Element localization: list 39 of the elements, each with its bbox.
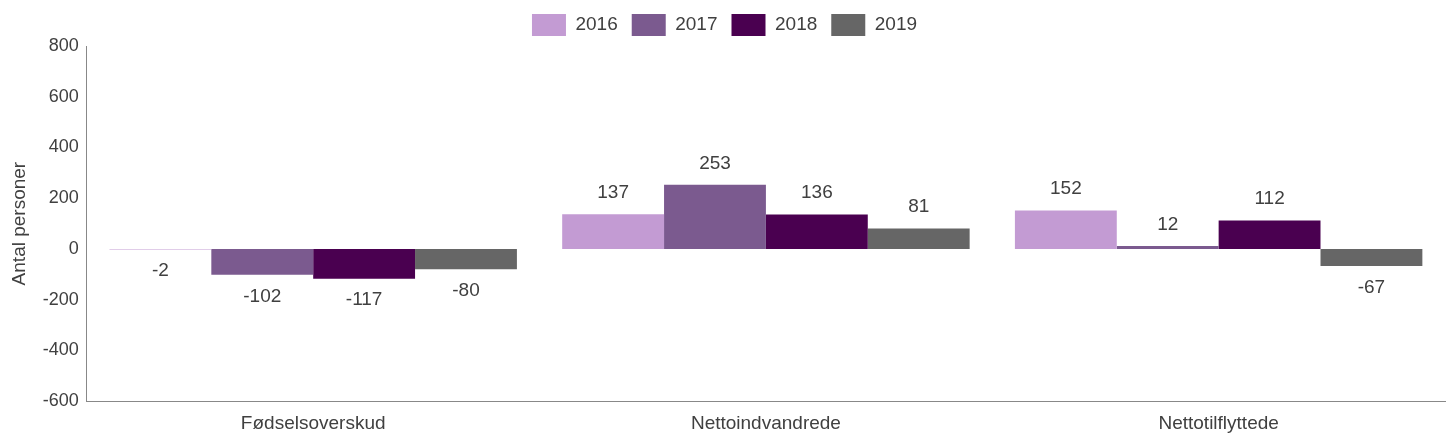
bar bbox=[1218, 220, 1321, 249]
data-label: -80 bbox=[452, 279, 480, 300]
y-tick-label: 600 bbox=[48, 85, 79, 106]
y-tick-label: -400 bbox=[42, 339, 79, 360]
data-label: -2 bbox=[151, 259, 169, 281]
data-label: 81 bbox=[908, 195, 930, 217]
bar bbox=[415, 248, 517, 270]
data-label: 152 bbox=[1049, 177, 1082, 199]
data-label: 12 bbox=[1157, 212, 1179, 234]
bar bbox=[765, 214, 868, 249]
x-tick-label: Fødselsoverskud bbox=[240, 411, 386, 433]
bar bbox=[211, 248, 314, 275]
data-label: -67 bbox=[1357, 275, 1386, 297]
data-label: 136 bbox=[800, 181, 833, 203]
bar bbox=[1014, 210, 1117, 249]
bar bbox=[867, 228, 970, 249]
legend-label: 2017 bbox=[675, 13, 718, 35]
y-tick-label: 200 bbox=[48, 187, 79, 208]
legend-label: 2018 bbox=[775, 13, 818, 35]
data-label: 253 bbox=[699, 151, 731, 173]
x-tick-label: Nettotilflyttede bbox=[1158, 411, 1279, 433]
bar bbox=[1116, 245, 1219, 249]
y-tick-label: 0 bbox=[68, 237, 79, 258]
x-tick-label: Nettoindvandrede bbox=[690, 411, 841, 433]
y-tick-label: 800 bbox=[48, 34, 79, 55]
legend-label: 2016 bbox=[575, 13, 618, 35]
bar bbox=[562, 214, 665, 249]
y-tick-label: 400 bbox=[48, 136, 79, 157]
y-axis-title: Antal personer bbox=[7, 161, 29, 286]
bar bbox=[664, 184, 766, 249]
y-tick-label: -600 bbox=[42, 390, 79, 411]
data-label: -117 bbox=[345, 288, 383, 310]
data-label: -102 bbox=[243, 284, 282, 306]
bar bbox=[1320, 248, 1423, 266]
data-label: 112 bbox=[1254, 187, 1285, 209]
data-label: 137 bbox=[597, 180, 629, 202]
y-tick-label: -200 bbox=[42, 288, 79, 309]
bar bbox=[313, 248, 416, 279]
legend-label: 2019 bbox=[874, 13, 918, 35]
